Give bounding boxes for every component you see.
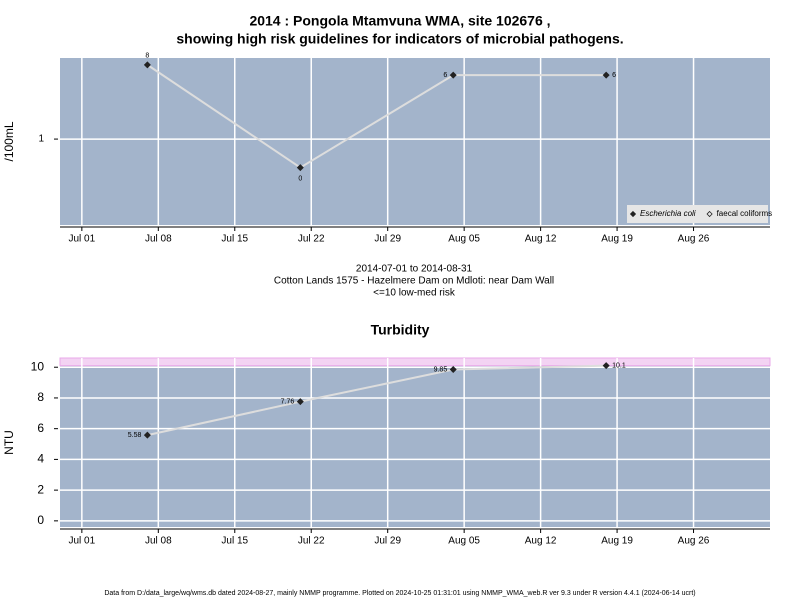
y-tick-label: 2: [37, 482, 44, 496]
data-line: [146, 64, 607, 169]
plot-area: [60, 58, 770, 225]
data-point: [143, 61, 151, 69]
legend-symbol: [629, 210, 637, 218]
chart-title: showing high risk guidelines for indicat…: [176, 31, 623, 47]
x-tick-label: Aug 12: [525, 536, 557, 547]
x-tick-label: Aug 05: [448, 536, 480, 547]
y-tick-label: 6: [37, 421, 44, 435]
y-tick-label: 0: [37, 513, 44, 527]
data-point: [449, 71, 457, 79]
data-label: 6: [443, 72, 447, 79]
note: 2014-07-01 to 2014-08-31: [356, 264, 473, 275]
y-tick-label: 1: [38, 134, 44, 145]
x-tick-label: Jul 29: [374, 234, 401, 245]
plot-area: [60, 358, 770, 527]
data-label: 6: [612, 72, 616, 79]
data-label: 8: [145, 53, 149, 60]
data-label: 5.58: [128, 432, 142, 439]
data-point: [602, 71, 610, 79]
data-point: [143, 431, 151, 439]
x-tick-label: Jul 22: [298, 536, 325, 547]
x-tick-label: Aug 12: [525, 234, 557, 245]
x-tick-label: Jul 01: [69, 234, 96, 245]
chart-title: Turbidity: [371, 322, 430, 338]
chart-title: 2014 : Pongola Mtamvuna WMA, site 102676…: [249, 13, 550, 29]
x-tick-label: Jul 22: [298, 234, 325, 245]
data-label: 0: [298, 175, 302, 182]
x-tick-label: Aug 19: [601, 234, 633, 245]
note: <=10 low-med risk: [373, 288, 456, 299]
legend-symbol: [706, 210, 713, 218]
y-tick-label: 4: [37, 452, 44, 466]
x-tick-label: Jul 15: [221, 234, 248, 245]
data-point: [449, 366, 457, 374]
x-tick-label: Jul 01: [69, 536, 96, 547]
y-axis-title: /100mL: [2, 121, 16, 161]
x-tick-label: Jul 08: [145, 234, 172, 245]
x-tick-label: Aug 05: [448, 234, 480, 245]
y-tick-label: 10: [31, 359, 45, 373]
data-label: 10.1: [612, 363, 626, 370]
y-tick-label: 8: [37, 390, 44, 404]
x-tick-label: Aug 19: [601, 536, 633, 547]
legend-label: Escherichia coli: [640, 209, 696, 218]
data-label: 7.76: [281, 398, 295, 405]
legend-box: [627, 205, 768, 223]
data-point: [296, 164, 304, 172]
guideline-band: [59, 357, 771, 367]
x-tick-label: Aug 26: [678, 234, 710, 245]
data-label: 9.85: [434, 366, 448, 373]
note: Cotton Lands 1575 - Hazelmere Dam on Mdl…: [274, 276, 554, 287]
x-tick-label: Aug 26: [678, 536, 710, 547]
x-tick-label: Jul 08: [145, 536, 172, 547]
legend-label: faecal coliforms: [717, 209, 773, 218]
y-axis-title: NTU: [2, 430, 16, 455]
data-point: [296, 398, 304, 406]
data-line: [147, 364, 607, 437]
data-point: [602, 362, 610, 370]
x-tick-label: Jul 29: [374, 536, 401, 547]
footer: Data from D:/data_large/wq/wms.db dated …: [104, 590, 695, 597]
x-tick-label: Jul 15: [221, 536, 248, 547]
